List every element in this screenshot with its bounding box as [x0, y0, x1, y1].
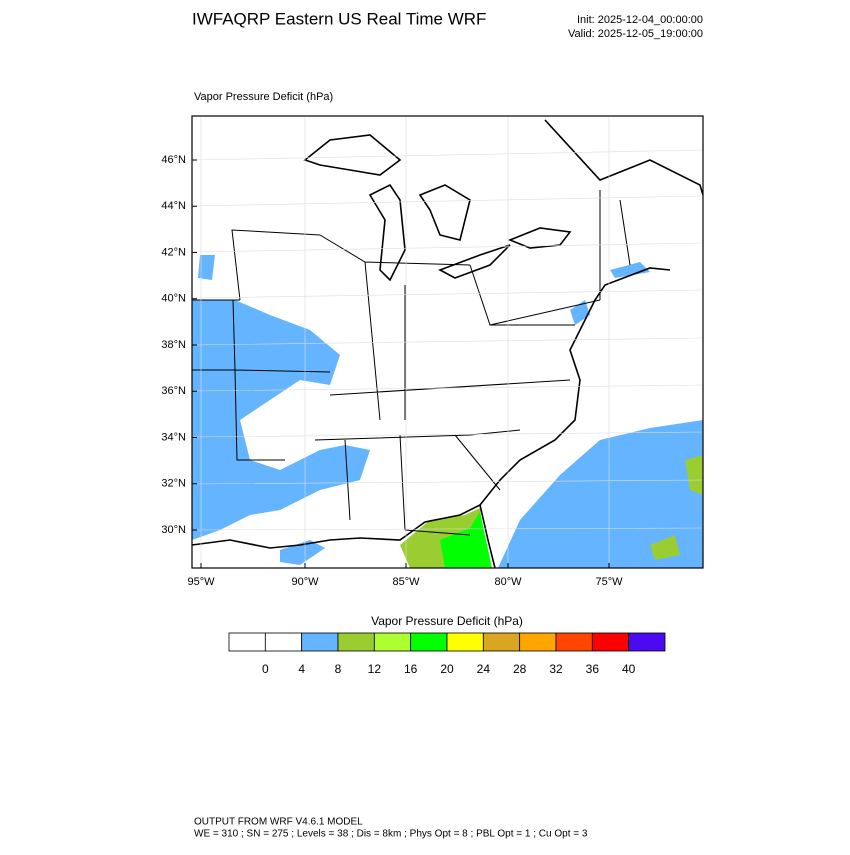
lat-label: 42°N: [161, 246, 186, 258]
colorbar-label: 8: [335, 662, 342, 676]
vpd-region: [192, 300, 370, 540]
colorbar-box: [519, 632, 557, 652]
vpd-region: [498, 420, 703, 568]
lon-label: 80°W: [494, 576, 522, 588]
vpd-region: [570, 300, 590, 325]
colorbar-box: [337, 632, 375, 652]
lat-label: 36°N: [161, 385, 186, 397]
lat-label: 34°N: [161, 431, 186, 443]
footer-line: OUTPUT FROM WRF V4.6.1 MODEL: [194, 817, 363, 828]
colorbar-label: 4: [298, 662, 305, 676]
vpd-region: [685, 455, 703, 495]
vpd-region: [198, 255, 215, 280]
colorbar-box: [482, 632, 521, 652]
colorbar-box: [410, 632, 448, 652]
lon-label: 85°W: [392, 576, 420, 588]
colorbar-label: 12: [368, 662, 382, 676]
vpd-region: [610, 262, 650, 278]
map-frame: [191, 115, 704, 569]
colorbar-box: [446, 632, 484, 652]
vpd-region: [440, 512, 492, 568]
colorbar-label: 24: [477, 662, 491, 676]
colorbar-label: 0: [262, 662, 269, 676]
lat-label: 38°N: [161, 339, 186, 351]
colorbar: 0 4 8 12 16 20 24 28 32 36 40: [228, 632, 666, 676]
colorbar-box: [591, 632, 630, 652]
lon-label: 90°W: [291, 576, 319, 588]
lat-label: 40°N: [161, 293, 186, 305]
colorbar-box: [628, 632, 666, 652]
lat-label: 46°N: [161, 154, 186, 166]
lat-label: 44°N: [161, 200, 186, 212]
colorbar-box: [301, 632, 339, 652]
colorbar-box: [264, 632, 303, 652]
colorbar-box: [555, 632, 593, 652]
colorbar-box: [373, 632, 412, 652]
colorbar-label: 32: [549, 662, 563, 676]
lat-label: 30°N: [161, 524, 186, 536]
map-title: Vapor Pressure Deficit (hPa): [194, 91, 333, 103]
colorbar-label: 20: [440, 662, 454, 676]
main-title: IWFAQRP Eastern US Real Time WRF: [192, 9, 486, 28]
map: 46°N 44°N 42°N 40°N 38°N 36°N 34°N 32°N 30°N 95°…: [161, 115, 704, 588]
colorbar-title: Vapor Pressure Deficit (hPa): [371, 614, 523, 628]
colorbar-box: [228, 632, 266, 652]
lon-label: 95°W: [187, 576, 215, 588]
valid-time: Valid: 2025-12-05_19:00:00: [568, 28, 703, 40]
lat-label: 32°N: [161, 478, 186, 490]
colorbar-label: 36: [586, 662, 600, 676]
colorbar-label: 40: [622, 662, 636, 676]
colorbar-label: 28: [513, 662, 527, 676]
init-time: Init: 2025-12-04_00:00:00: [577, 14, 703, 26]
vpd-region: [650, 535, 680, 560]
colorbar-label: 16: [404, 662, 418, 676]
lon-label: 75°W: [595, 576, 623, 588]
footer-line: WE = 310 ; SN = 275 ; Levels = 38 ; Dis …: [194, 829, 588, 840]
